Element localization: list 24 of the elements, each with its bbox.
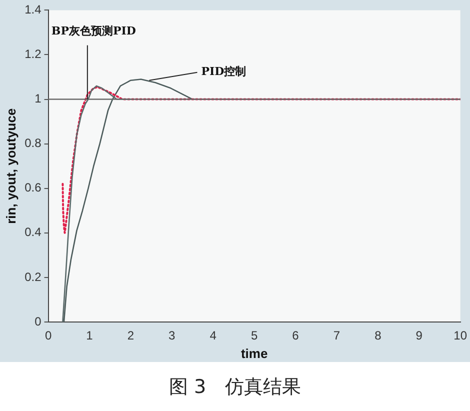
x-tick-label: 0 [44,328,52,343]
y-axis-title: rin, yout, youtyuce [3,108,18,224]
y-tick-label: 1.4 [24,2,42,17]
x-tick-label: 3 [168,328,176,343]
x-tick-label: 9 [416,328,423,343]
y-tick-label: 1 [34,92,42,106]
x-tick-label: 1 [86,328,94,343]
annotation: BP灰色预测PID [51,24,136,38]
x-tick-label: 10 [454,328,468,343]
caption: 图 3 仿真结果 [168,375,302,400]
y-tick-label: 1.2 [24,47,42,62]
y-tick-label: 0 [34,314,42,328]
x-tick-label: 5 [250,328,258,343]
x-tick-label: 6 [292,328,300,343]
x-tick-label: 4 [210,328,217,343]
x-axis-title: time [240,346,268,361]
annotation: PID控制 [201,65,246,78]
y-tick-label: 0.8 [24,136,42,150]
y-tick-label: 0.2 [24,270,42,284]
y-tick-label: 0.6 [24,180,42,195]
x-tick-label: 7 [333,328,340,343]
x-tick-label: 8 [374,328,382,343]
x-tick-label: 2 [127,328,134,343]
y-tick-label: 0.4 [24,225,42,240]
